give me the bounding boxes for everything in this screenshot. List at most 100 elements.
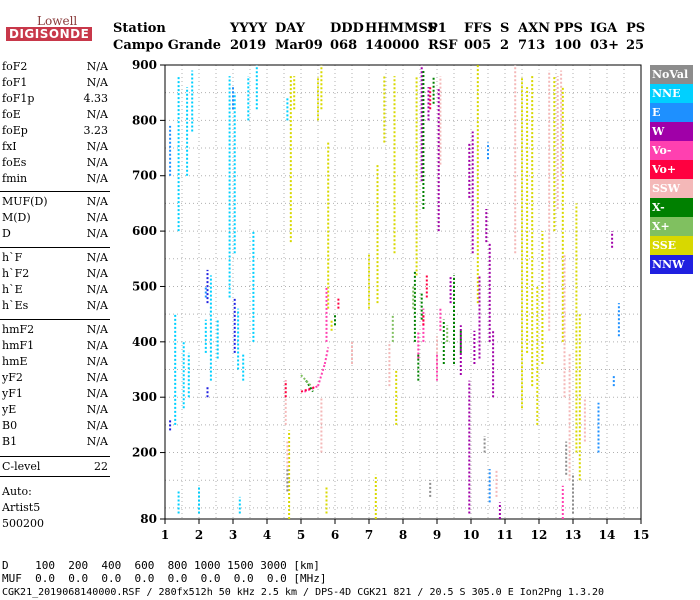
y-tick-label: 600 bbox=[132, 224, 157, 238]
param-row: hmE N/A bbox=[2, 355, 108, 371]
param-name: foEs bbox=[2, 156, 27, 169]
digisonde-logo: DIGISONDE bbox=[6, 27, 93, 41]
param-row: h`Es N/A bbox=[2, 299, 108, 315]
param-value: N/A bbox=[86, 283, 108, 296]
header-row1-cell: Station bbox=[113, 21, 166, 36]
param-row: hmF1 N/A bbox=[2, 339, 108, 355]
param-row: foE N/A bbox=[2, 108, 108, 124]
separator bbox=[0, 247, 110, 248]
y-tick-label: 800 bbox=[132, 113, 157, 127]
param-value: N/A bbox=[86, 403, 108, 416]
param-name: D bbox=[2, 227, 11, 240]
header-row2-cell: 25 bbox=[626, 38, 645, 53]
param-name: yF1 bbox=[2, 387, 23, 400]
param-value: N/A bbox=[86, 156, 108, 169]
param-value: N/A bbox=[86, 211, 108, 224]
y-tick-label: 400 bbox=[132, 335, 157, 349]
footer-distance-line: D 100 200 400 600 800 1000 1500 3000 [km… bbox=[2, 559, 320, 572]
param-value: N/A bbox=[86, 108, 108, 121]
legend-item-vo-: Vo+ bbox=[650, 160, 693, 179]
legend-item-noval: NoVal bbox=[650, 65, 693, 84]
echo-trace-vo- bbox=[317, 363, 326, 387]
header-row1-cell: IGA bbox=[590, 21, 618, 36]
legend-item-ssw: SSW bbox=[650, 179, 693, 198]
param-name: B1 bbox=[2, 435, 18, 448]
y-tick-label: 700 bbox=[132, 169, 157, 183]
header-row1-cell: HHMMSS bbox=[365, 21, 437, 36]
header-row1-cell: P1 bbox=[428, 21, 447, 36]
param-row: yE N/A bbox=[2, 403, 108, 419]
param-row: fmin N/A bbox=[2, 172, 108, 188]
param-row: foF1p 4.33 bbox=[2, 92, 108, 108]
echo-trace-x- bbox=[300, 374, 312, 387]
footer-file-info: CGK21_2019068140000.RSF / 280fx512h 50 k… bbox=[2, 587, 605, 598]
param-value: N/A bbox=[86, 387, 108, 400]
x-tick-label: 13 bbox=[565, 528, 582, 542]
param-row: fxI N/A bbox=[2, 140, 108, 156]
param-row: D N/A bbox=[2, 227, 108, 243]
param-row: yF1 N/A bbox=[2, 387, 108, 403]
clevel-value: 22 bbox=[94, 460, 108, 473]
param-value: N/A bbox=[86, 172, 108, 185]
param-row: foF2 N/A bbox=[2, 60, 108, 76]
separator bbox=[0, 319, 110, 320]
param-value: N/A bbox=[86, 195, 108, 208]
param-value: N/A bbox=[86, 339, 108, 352]
param-value: N/A bbox=[86, 371, 108, 384]
header-row1-cell: PPS bbox=[554, 21, 583, 36]
param-row: yF2 N/A bbox=[2, 371, 108, 387]
param-value: N/A bbox=[86, 251, 108, 264]
param-value: N/A bbox=[86, 140, 108, 153]
y-tick-label: 200 bbox=[132, 446, 157, 460]
header-row2-cell: 2019 bbox=[230, 38, 267, 53]
lowell-logo-text: Lowell bbox=[37, 14, 78, 28]
header-row1-cell: YYYY bbox=[230, 21, 268, 36]
param-name: h`Es bbox=[2, 299, 29, 312]
separator bbox=[0, 456, 110, 457]
param-value: N/A bbox=[86, 435, 108, 448]
x-tick-label: 3 bbox=[229, 528, 237, 542]
header-row2-cell: Mar09 bbox=[275, 38, 323, 53]
param-row: MUF(D) N/A bbox=[2, 195, 108, 211]
param-name: hmF2 bbox=[2, 323, 35, 336]
param-value: N/A bbox=[86, 355, 108, 368]
echo-trace-vo- bbox=[304, 385, 319, 393]
legend-item-nne: NNE bbox=[650, 84, 693, 103]
param-value: N/A bbox=[86, 60, 108, 73]
header-row2-cell: 100 bbox=[554, 38, 582, 53]
param-name: fmin bbox=[2, 172, 28, 185]
param-name: foF1 bbox=[2, 76, 28, 89]
param-name: foF1p bbox=[2, 92, 35, 105]
header-row2-cell: Campo Grande bbox=[113, 38, 221, 53]
echo-trace-vo- bbox=[323, 347, 330, 365]
x-tick-label: 14 bbox=[599, 528, 616, 542]
header-row2-cell: 03+ bbox=[590, 38, 619, 53]
param-value: N/A bbox=[86, 267, 108, 280]
param-name: h`E bbox=[2, 283, 23, 296]
clevel-label: C-level bbox=[2, 460, 41, 473]
param-row: M(D) N/A bbox=[2, 211, 108, 227]
param-name: foF2 bbox=[2, 60, 28, 73]
param-row: foEs N/A bbox=[2, 156, 108, 172]
param-name: M(D) bbox=[2, 211, 31, 224]
x-tick-label: 8 bbox=[399, 528, 407, 542]
param-name: yF2 bbox=[2, 371, 23, 384]
header-row2-cell: 713 bbox=[518, 38, 546, 53]
param-name: hmE bbox=[2, 355, 28, 368]
param-name: foE bbox=[2, 108, 21, 121]
param-name: hmF1 bbox=[2, 339, 35, 352]
param-row: hmF2 N/A bbox=[2, 323, 108, 339]
x-tick-label: 12 bbox=[531, 528, 548, 542]
param-row: h`E N/A bbox=[2, 283, 108, 299]
param-row: B1 N/A bbox=[2, 435, 108, 451]
header-row1-cell: PS bbox=[626, 21, 646, 36]
separator bbox=[0, 191, 110, 192]
param-value: N/A bbox=[86, 76, 108, 89]
param-name: B0 bbox=[2, 419, 18, 432]
legend-item-nnw: NNW bbox=[650, 255, 693, 274]
footer-muf-line: MUF 0.0 0.0 0.0 0.0 0.0 0.0 0.0 0.0 [MHz… bbox=[2, 572, 327, 585]
y-tick-label: 300 bbox=[132, 390, 157, 404]
header-row2-cell: 068 bbox=[330, 38, 358, 53]
param-row: foEp 3.23 bbox=[2, 124, 108, 140]
